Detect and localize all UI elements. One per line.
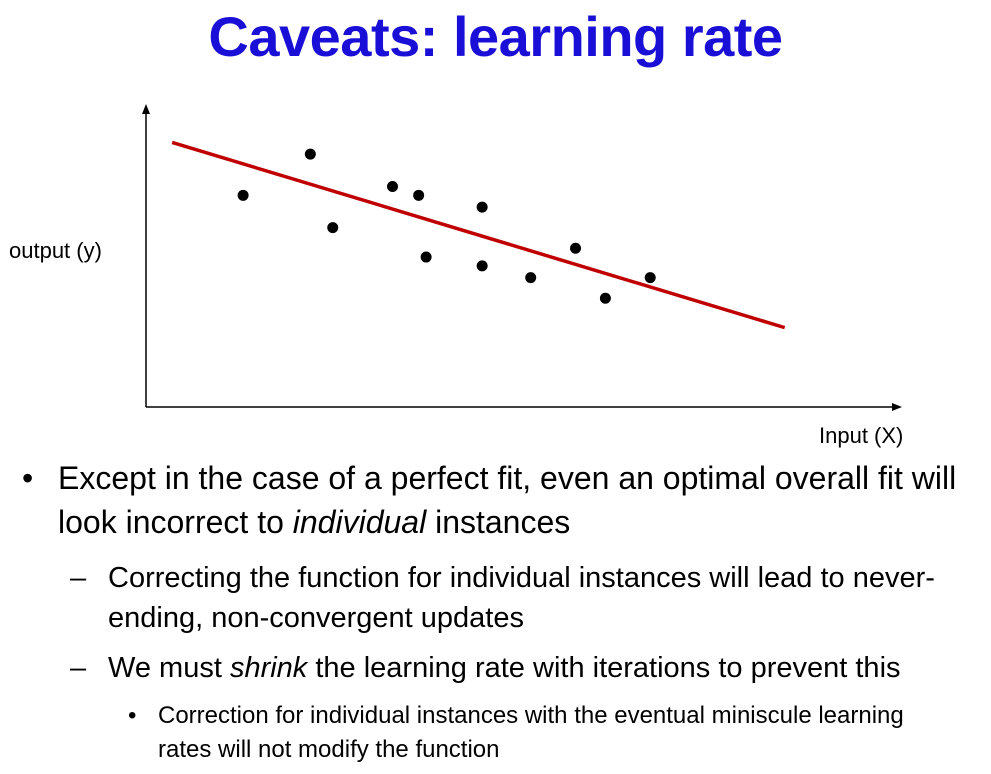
data-point bbox=[237, 189, 249, 201]
y-axis-label: output (y) bbox=[9, 238, 102, 263]
data-point bbox=[525, 272, 537, 284]
sub-bullet-text: We must shrink the learning rate with it… bbox=[108, 648, 991, 688]
slide-title: Caveats: learning rate bbox=[208, 5, 783, 68]
bullet-text-part: instances bbox=[426, 504, 571, 540]
data-point bbox=[599, 292, 611, 304]
x-axis-arrowhead bbox=[892, 403, 902, 411]
sub-bullet-text-italic: shrink bbox=[229, 652, 308, 684]
regression-line bbox=[171, 140, 786, 330]
bullet-text-italic: individual bbox=[292, 504, 427, 540]
data-point bbox=[327, 222, 339, 234]
data-point bbox=[644, 272, 656, 284]
scatter-plot bbox=[142, 104, 902, 411]
data-point bbox=[304, 148, 316, 160]
bullet-glyph: • bbox=[128, 702, 137, 729]
sub-bullet-text-part: the learning rate with iterations to pre… bbox=[307, 652, 901, 684]
sub-bullet-text-part: We must bbox=[108, 652, 230, 684]
x-axis-label: Input (X) bbox=[819, 423, 904, 448]
dash-glyph: – bbox=[70, 562, 87, 594]
bullet-text: Except in the case of a perfect fit, eve… bbox=[58, 456, 988, 544]
data-point bbox=[420, 251, 432, 263]
bullet-glyph: • bbox=[22, 460, 34, 496]
sub-sub-bullet-text: Correction for individual instances with… bbox=[158, 702, 904, 763]
bullet-text-part: Except in the case of a perfect fit, eve… bbox=[58, 460, 957, 540]
data-point bbox=[476, 201, 488, 213]
data-point bbox=[413, 189, 425, 201]
data-point bbox=[387, 181, 399, 192]
y-axis-arrowhead bbox=[142, 104, 150, 114]
sub-bullet-text: Correcting the function for individual i… bbox=[108, 562, 935, 634]
x-axis bbox=[146, 403, 902, 411]
data-point bbox=[476, 260, 488, 272]
data-point bbox=[570, 242, 582, 254]
y-axis bbox=[142, 104, 150, 407]
dash-glyph: – bbox=[70, 652, 87, 684]
